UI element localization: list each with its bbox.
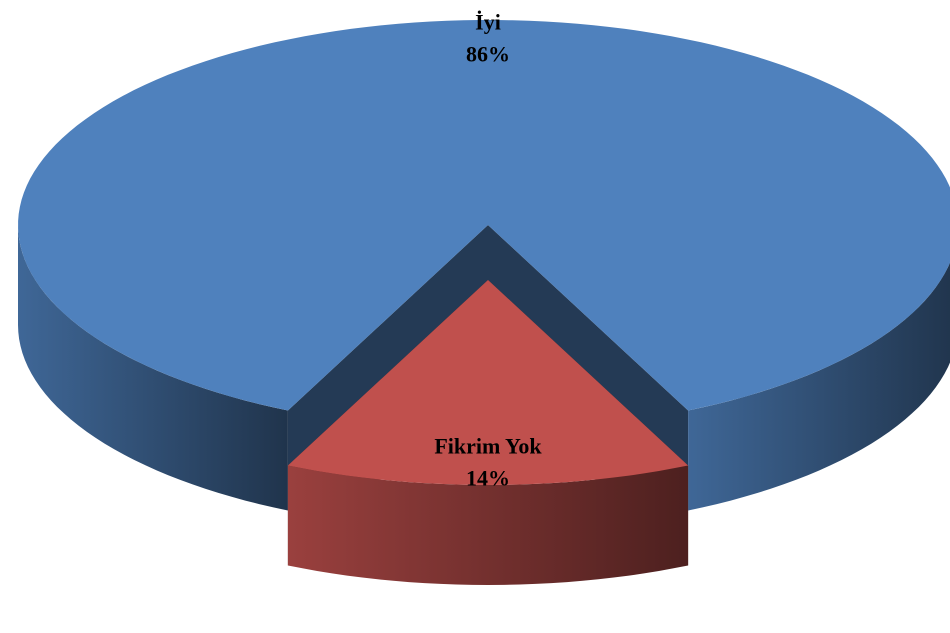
slice — [287, 280, 689, 585]
slice-wall — [287, 465, 689, 585]
data-label-value: 14% — [466, 466, 510, 491]
slice-wall — [18, 225, 288, 511]
slice-top — [18, 20, 950, 411]
data-label-name: İyi — [475, 10, 501, 35]
data-label-name: Fikrim Yok — [434, 434, 542, 459]
data-label-value: 86% — [466, 42, 510, 67]
slice-wall — [688, 262, 950, 511]
slice-top — [287, 280, 689, 485]
